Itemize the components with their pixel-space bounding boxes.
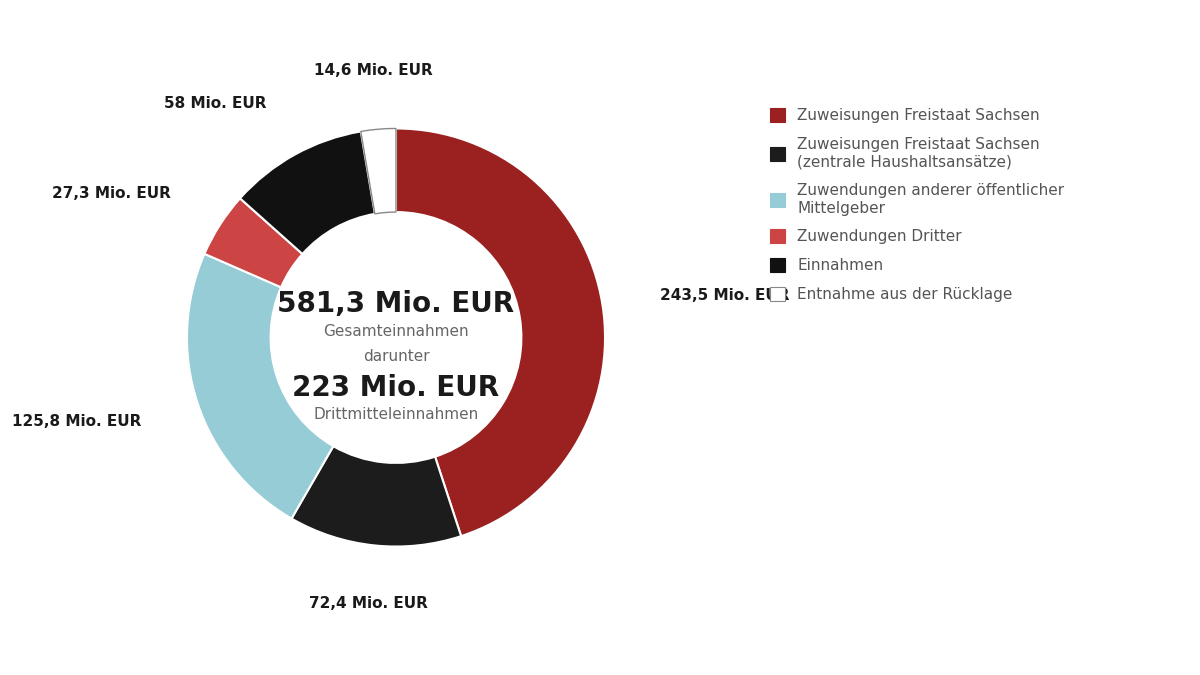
Text: darunter: darunter — [362, 349, 430, 364]
Wedge shape — [204, 198, 302, 288]
Legend: Zuweisungen Freistaat Sachsen, Zuweisungen Freistaat Sachsen
(zentrale Haushalts: Zuweisungen Freistaat Sachsen, Zuweisung… — [763, 102, 1070, 308]
Text: 223 Mio. EUR: 223 Mio. EUR — [293, 374, 499, 402]
Wedge shape — [292, 446, 461, 547]
Text: 58 Mio. EUR: 58 Mio. EUR — [164, 96, 266, 111]
Wedge shape — [240, 132, 374, 254]
Text: 243,5 Mio. EUR: 243,5 Mio. EUR — [660, 288, 790, 303]
Wedge shape — [396, 128, 605, 536]
Text: 581,3 Mio. EUR: 581,3 Mio. EUR — [277, 290, 515, 318]
Text: 14,6 Mio. EUR: 14,6 Mio. EUR — [314, 63, 433, 78]
Text: Gesamteinnahmen: Gesamteinnahmen — [323, 324, 469, 339]
Text: Drittmitteleinnahmen: Drittmitteleinnahmen — [313, 407, 479, 423]
Wedge shape — [361, 128, 396, 214]
Text: 27,3 Mio. EUR: 27,3 Mio. EUR — [52, 186, 170, 200]
Wedge shape — [187, 254, 334, 518]
Text: 125,8 Mio. EUR: 125,8 Mio. EUR — [12, 414, 142, 429]
Text: 72,4 Mio. EUR: 72,4 Mio. EUR — [308, 596, 428, 611]
